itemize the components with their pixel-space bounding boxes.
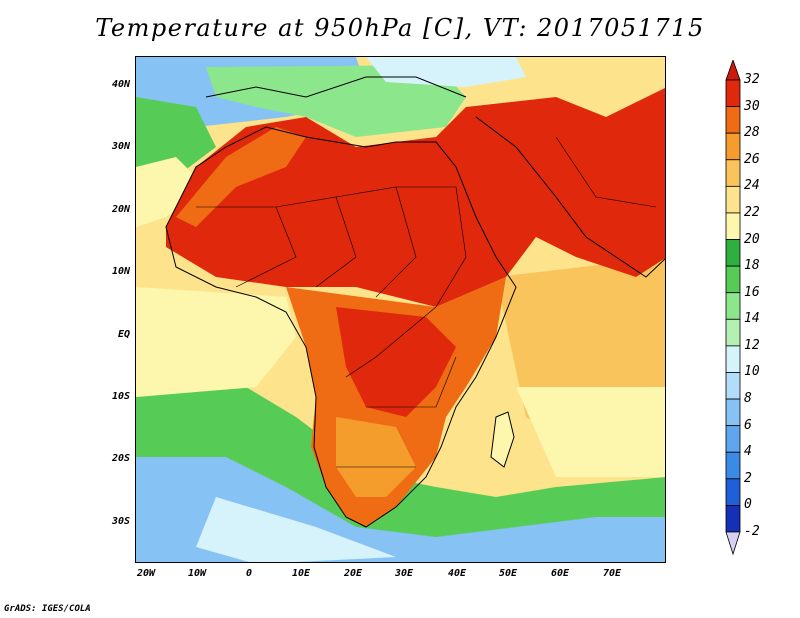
colorbar-label: 30 xyxy=(744,98,760,114)
map-title: Temperature at 950hPa [C], VT: 201705171… xyxy=(95,14,705,42)
lon-label: 20E xyxy=(343,568,363,579)
colorbar-label: 24 xyxy=(744,178,760,194)
credit-text: GrADS: IGES/COLA xyxy=(4,604,91,614)
southern-africa-warm xyxy=(336,417,416,497)
colorbar-swatch xyxy=(725,265,741,294)
colorbar-label: 4 xyxy=(744,444,752,460)
lat-label: 10N xyxy=(111,266,130,277)
colorbar-label: 6 xyxy=(744,417,752,433)
colorbar-swatch xyxy=(725,451,741,480)
northwest-africa-warm xyxy=(176,127,306,227)
colorbar-swatches xyxy=(725,60,741,556)
colorbar-swatch xyxy=(725,425,741,453)
colorbar-swatch xyxy=(725,159,741,187)
mediterranean-cool xyxy=(206,65,466,137)
indian-ocean-pale xyxy=(516,387,665,477)
lon-label: 50E xyxy=(498,568,518,579)
lat-label: EQ xyxy=(117,329,130,340)
temperature-field xyxy=(136,57,665,562)
colorbar-swatch xyxy=(725,185,741,214)
colorbar-label: 2 xyxy=(744,470,752,486)
colorbar-swatch xyxy=(725,212,741,240)
lon-label: 30E xyxy=(394,568,414,579)
lon-label: 20W xyxy=(136,568,156,579)
lat-label: 20N xyxy=(111,204,130,215)
colorbar-label: 8 xyxy=(744,391,752,407)
colorbar-swatch xyxy=(725,505,741,533)
lat-label: 10S xyxy=(111,391,130,402)
colorbar-label: 28 xyxy=(744,125,760,141)
colorbar-swatch xyxy=(725,398,741,427)
lon-label: 0 xyxy=(245,568,253,579)
colorbar-label: 20 xyxy=(744,231,760,247)
country-borders xyxy=(196,136,657,468)
lon-label: 70E xyxy=(602,568,622,579)
colorbar-label: 22 xyxy=(744,204,760,220)
equatorial-atlantic xyxy=(136,287,296,397)
colorbar-label: 26 xyxy=(744,151,760,167)
colorbar-swatch xyxy=(725,60,741,81)
temperature-map xyxy=(135,56,666,563)
colorbar-swatch xyxy=(725,106,741,134)
lon-label: 60E xyxy=(550,568,570,579)
colorbar-label: 0 xyxy=(744,497,752,513)
southern-pale-band xyxy=(196,497,396,562)
colorbar-swatch xyxy=(725,372,741,400)
colorbar-label: 12 xyxy=(744,337,760,353)
europe-cool xyxy=(366,57,526,87)
colorbar-label: -2 xyxy=(744,524,760,539)
colorbar-label: 18 xyxy=(744,258,760,274)
colorbar-swatch xyxy=(725,478,741,506)
atlantic-pale-zone xyxy=(136,157,206,227)
lat-label: 20S xyxy=(111,453,130,464)
lat-label: 40N xyxy=(111,79,130,90)
colorbar xyxy=(725,60,741,556)
lat-label: 30S xyxy=(111,516,130,527)
colorbar-label: 32 xyxy=(744,72,760,87)
colorbar-swatch xyxy=(725,239,741,267)
colorbar-swatch xyxy=(725,132,741,161)
lon-label: 40E xyxy=(447,568,467,579)
colorbar-swatch xyxy=(725,318,741,347)
colorbar-swatch xyxy=(725,292,741,320)
colorbar-swatch xyxy=(725,79,741,107)
lon-label: 10E xyxy=(291,568,311,579)
lon-label: 10W xyxy=(187,568,207,579)
colorbar-label: 16 xyxy=(744,284,760,300)
colorbar-swatch xyxy=(725,531,741,556)
coastlines xyxy=(165,76,665,528)
colorbar-label: 14 xyxy=(744,311,760,327)
colorbar-label: 10 xyxy=(744,364,760,380)
lat-label: 30N xyxy=(111,141,130,152)
colorbar-swatch xyxy=(725,345,741,373)
central-africa-hot xyxy=(336,307,456,417)
